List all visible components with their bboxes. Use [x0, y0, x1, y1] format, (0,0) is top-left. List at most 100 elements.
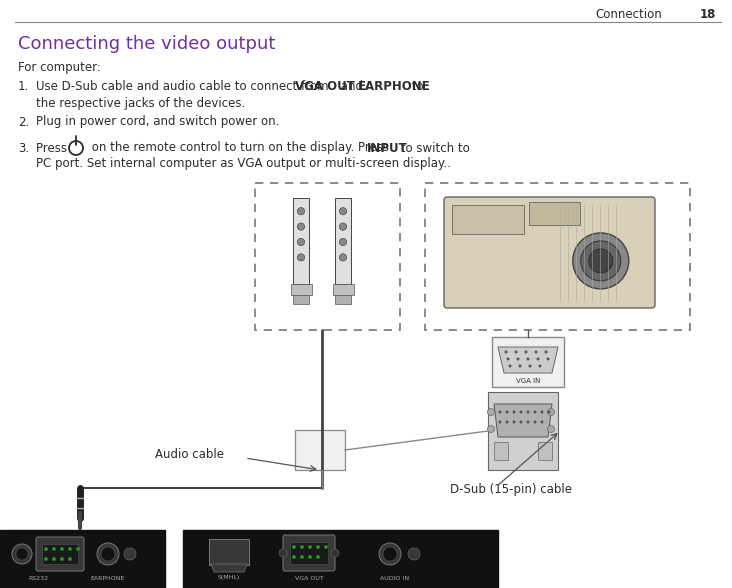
Text: VGA OUT: VGA OUT [294, 576, 324, 580]
Text: Connecting the video output: Connecting the video output [18, 35, 275, 53]
Circle shape [498, 420, 501, 423]
Text: 18: 18 [700, 8, 717, 21]
Bar [494, 442, 508, 460]
Circle shape [526, 410, 529, 413]
Text: Audio cable: Audio cable [155, 449, 224, 462]
Circle shape [340, 238, 347, 246]
Circle shape [572, 233, 629, 289]
Circle shape [515, 350, 518, 353]
Circle shape [124, 548, 136, 560]
Text: and: and [337, 81, 367, 93]
Circle shape [12, 544, 32, 564]
Circle shape [52, 547, 56, 551]
Polygon shape [494, 404, 552, 437]
Circle shape [548, 409, 555, 416]
Circle shape [44, 557, 48, 561]
Text: Use D-Sub cable and audio cable to connect from: Use D-Sub cable and audio cable to conne… [36, 81, 332, 93]
Circle shape [517, 358, 520, 360]
Circle shape [506, 410, 509, 413]
Circle shape [529, 365, 531, 368]
Text: EARPHONE: EARPHONE [91, 576, 125, 580]
Text: to: to [408, 81, 424, 93]
Polygon shape [498, 347, 558, 373]
Circle shape [589, 249, 613, 273]
Text: VGA IN: VGA IN [516, 378, 540, 384]
Bar [255, 183, 400, 330]
Circle shape [526, 420, 529, 423]
Circle shape [324, 545, 328, 549]
Circle shape [518, 365, 521, 368]
Circle shape [16, 548, 28, 560]
Circle shape [545, 350, 548, 353]
Circle shape [297, 254, 305, 261]
Circle shape [526, 358, 529, 360]
Text: Connection: Connection [595, 8, 662, 21]
Circle shape [297, 238, 305, 246]
Circle shape [340, 223, 347, 230]
Circle shape [292, 545, 296, 549]
Text: AUDIO IN: AUDIO IN [381, 576, 410, 580]
Text: on the remote control to turn on the display. Press: on the remote control to turn on the dis… [88, 142, 393, 155]
Text: the respective jacks of the devices.: the respective jacks of the devices. [36, 96, 245, 109]
Bar [529, 202, 580, 225]
Circle shape [60, 557, 64, 561]
Bar [295, 430, 345, 470]
Text: D-Sub (15-pin) cable: D-Sub (15-pin) cable [450, 483, 572, 496]
Circle shape [44, 547, 48, 551]
Circle shape [379, 543, 401, 565]
Circle shape [76, 547, 80, 551]
Circle shape [316, 555, 320, 559]
Circle shape [60, 547, 64, 551]
Circle shape [383, 547, 397, 561]
Circle shape [297, 223, 305, 230]
Circle shape [279, 549, 287, 557]
Bar [425, 183, 690, 330]
Circle shape [101, 547, 115, 561]
Circle shape [539, 365, 542, 368]
Text: Plug in power cord, and switch power on.: Plug in power cord, and switch power on. [36, 115, 280, 129]
Bar [291, 284, 312, 295]
Text: 1.: 1. [18, 81, 29, 93]
Bar [294, 295, 309, 303]
Circle shape [548, 426, 555, 433]
Text: 2.: 2. [18, 115, 29, 129]
Circle shape [540, 410, 543, 413]
FancyBboxPatch shape [290, 542, 328, 564]
Circle shape [52, 557, 56, 561]
Text: For computer:: For computer: [18, 61, 101, 74]
Circle shape [340, 208, 347, 215]
Text: EARPHONE: EARPHONE [358, 81, 430, 93]
Text: RS232: RS232 [28, 576, 48, 580]
Bar [452, 205, 524, 235]
Circle shape [408, 548, 420, 560]
Text: INPUT: INPUT [367, 142, 408, 155]
Circle shape [520, 420, 523, 423]
Polygon shape [211, 564, 247, 572]
Circle shape [504, 350, 507, 353]
Circle shape [331, 549, 339, 557]
Text: PC port. Set internal computer as VGA output or multi-screen display..: PC port. Set internal computer as VGA ou… [36, 158, 451, 171]
FancyBboxPatch shape [42, 544, 78, 564]
Circle shape [507, 358, 509, 360]
Bar [0, 530, 165, 588]
Circle shape [340, 254, 347, 261]
Circle shape [292, 555, 296, 559]
FancyBboxPatch shape [444, 197, 655, 308]
Circle shape [488, 426, 495, 433]
Circle shape [68, 557, 72, 561]
Circle shape [548, 410, 550, 413]
Circle shape [537, 358, 539, 360]
Bar [335, 198, 351, 284]
FancyBboxPatch shape [209, 539, 249, 565]
Circle shape [97, 543, 119, 565]
Circle shape [534, 410, 537, 413]
Circle shape [547, 358, 550, 360]
Bar [538, 442, 552, 460]
Circle shape [488, 409, 495, 416]
Bar [332, 284, 354, 295]
Circle shape [300, 555, 304, 559]
Text: VGA OUT: VGA OUT [295, 81, 355, 93]
Circle shape [308, 555, 312, 559]
Circle shape [506, 420, 509, 423]
Circle shape [525, 350, 528, 353]
